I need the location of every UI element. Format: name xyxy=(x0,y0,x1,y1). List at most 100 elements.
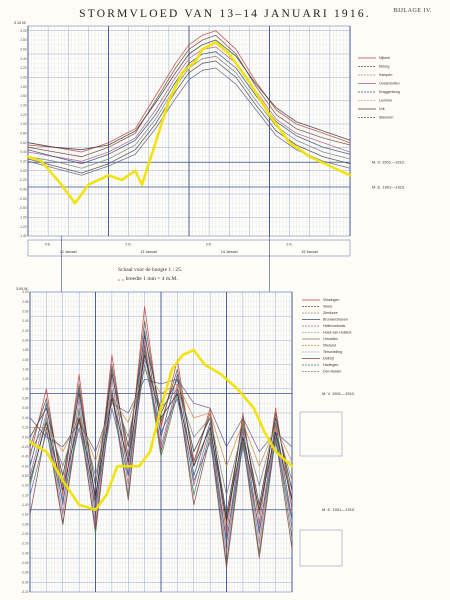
series-line-den-helder xyxy=(29,354,293,520)
y-tick-label: 0.60 xyxy=(20,141,26,145)
scale-line-height: Schaal voor de hoogte 1 : 25. xyxy=(118,267,183,273)
y-tick-label: 1.40 xyxy=(22,368,28,372)
legend: Nijkerk Elburg Kampen Oosterholten Kraggenbu… xyxy=(358,56,400,120)
legend-entry: Kampen xyxy=(379,73,392,77)
legend-entry: Den Helder xyxy=(323,370,342,374)
legend-entry: Urk xyxy=(379,107,385,111)
x-day-label: 13 Januari xyxy=(140,250,157,254)
y-tick-label: -3.20 xyxy=(21,590,28,594)
legend-entry: Vlieland xyxy=(323,344,336,348)
y-tick-label: 0.80 xyxy=(22,397,28,401)
y-tick-label: -0.20 xyxy=(19,178,26,182)
y-tick-label: 1.20 xyxy=(20,113,26,117)
y-tick-label: 1.20 xyxy=(22,377,28,381)
y-tick-label: -1.20 xyxy=(21,493,28,497)
y-tick-label: -0.40 xyxy=(21,455,28,459)
y-tick-label: -0.40 xyxy=(19,187,26,191)
reference-line-label: M. E. 1901—1910. xyxy=(372,184,405,189)
scale-note: Schaal voor de hoogte 1 : 25. „ „ breedt… xyxy=(118,266,182,284)
me-bracket-box xyxy=(299,529,343,567)
y-tick-label: -1.60 xyxy=(21,513,28,517)
y-tick-label: -0.80 xyxy=(19,206,26,210)
legend-entry: Brouwershaven xyxy=(323,318,348,322)
chart-title: STORMVLOED VAN 13–14 JANUARI 1916. xyxy=(79,8,371,20)
y-tick-label: -1.40 xyxy=(19,234,26,238)
legend-entry: Terschelling xyxy=(323,350,342,354)
reference-line-label: M. V. 1901—1910. xyxy=(372,160,405,165)
day-strip xyxy=(27,239,351,257)
y-tick-label: 0.40 xyxy=(22,416,28,420)
legend-entry: Elburg xyxy=(379,65,389,69)
legend-entry: Nijkerk xyxy=(379,56,390,60)
y-tick-label: 2.40 xyxy=(20,57,26,61)
y-tick-label: 1.00 xyxy=(22,387,28,391)
legend: Vlissingen Veere Zierikzee Brouwershaven Hel… xyxy=(302,298,351,374)
mv-bracket-box xyxy=(299,411,343,457)
x-hour-label: 6 th. xyxy=(126,243,132,247)
y-tick-label: 1.60 xyxy=(22,358,28,362)
reference-line-label: M. E. 1901—1910. xyxy=(322,507,355,512)
y-tick-label: -3.00 xyxy=(21,580,28,584)
legend-entry: IJmuiden xyxy=(323,337,338,341)
legend-entry: Kraggenburg xyxy=(379,90,400,94)
legend-entry: Lemmer xyxy=(379,99,393,103)
y-tick-label: -0.20 xyxy=(21,445,28,449)
y-tick-label: 0.60 xyxy=(22,406,28,410)
y-tick-label: -2.40 xyxy=(21,551,28,555)
x-hour-label: 6 th. xyxy=(206,243,212,247)
x-hour-label: 6 th. xyxy=(45,243,51,247)
y-tick-label: -0.60 xyxy=(21,464,28,468)
series-line-terschelling xyxy=(29,378,293,453)
y-tick-label: 0.20 xyxy=(22,426,28,430)
reference-line-label: M. V. 1901—1910. xyxy=(322,391,355,396)
series-line-lemmer xyxy=(27,55,351,169)
y-tick-label: 2.60 xyxy=(20,47,26,51)
y-tick-label: 2.40 xyxy=(22,319,28,323)
y-tick-label: -1.20 xyxy=(19,225,26,229)
series-line-hellevoetsluis xyxy=(29,340,293,554)
y-tick-label: 0.20 xyxy=(20,159,26,163)
legend-entry: Stavoren xyxy=(379,116,393,120)
y-tick-label: 1.40 xyxy=(20,103,26,107)
y-tick-label: 2.60 xyxy=(22,309,28,313)
y-tick-label: 3.00 xyxy=(20,29,26,33)
appendix-label: BIJLAGE IV. xyxy=(393,8,432,14)
y-tick-label: 0.00 xyxy=(20,169,26,173)
y-tick-label: -0.60 xyxy=(19,197,26,201)
legend-entry: Zierikzee xyxy=(323,311,338,315)
y-tick-label: 1.80 xyxy=(22,348,28,352)
legend-entry: Vlissingen xyxy=(323,298,339,302)
series-line-vlieland xyxy=(29,369,293,467)
x-day-label: 14 Januari xyxy=(221,250,238,254)
series-line-oosterholten xyxy=(27,46,351,162)
y-tick-label: 2.20 xyxy=(22,329,28,333)
y-unit-label: 3.10 M. xyxy=(14,21,27,25)
legend-entry: Harlingen xyxy=(323,363,338,367)
x-day-label: 15 Januari xyxy=(301,250,318,254)
y-tick-label: -2.00 xyxy=(21,532,28,536)
y-tick-label: -1.80 xyxy=(21,522,28,526)
y-tick-label: 0.40 xyxy=(20,150,26,154)
x-hour-label: 6 th. xyxy=(287,243,293,247)
y-tick-label: 1.00 xyxy=(20,122,26,126)
y-tick-label: 0.00 xyxy=(22,435,28,439)
legend-entry: Veere xyxy=(323,305,332,309)
legend-entry: Delfzijl xyxy=(323,357,334,361)
y-tick-label: -2.60 xyxy=(21,561,28,565)
highlight-series-line xyxy=(26,41,352,205)
y-tick-label: 2.80 xyxy=(20,38,26,42)
y-tick-label: -1.00 xyxy=(21,484,28,488)
y-tick-label: 2.00 xyxy=(22,338,28,342)
y-tick-label: -0.80 xyxy=(21,474,28,478)
legend-entry: Hellevoetsluis xyxy=(323,324,345,328)
series-line-harlingen xyxy=(29,364,293,540)
series-line-stavoren xyxy=(27,67,351,176)
y-tick-label: 2.80 xyxy=(22,300,28,304)
y-tick-label: -2.20 xyxy=(21,542,28,546)
y-tick-label: 0.80 xyxy=(20,131,26,135)
scale-line-width: „ „ breedte 1 mm = 4 m.M. xyxy=(118,276,178,282)
y-tick-label: 1.60 xyxy=(20,94,26,98)
